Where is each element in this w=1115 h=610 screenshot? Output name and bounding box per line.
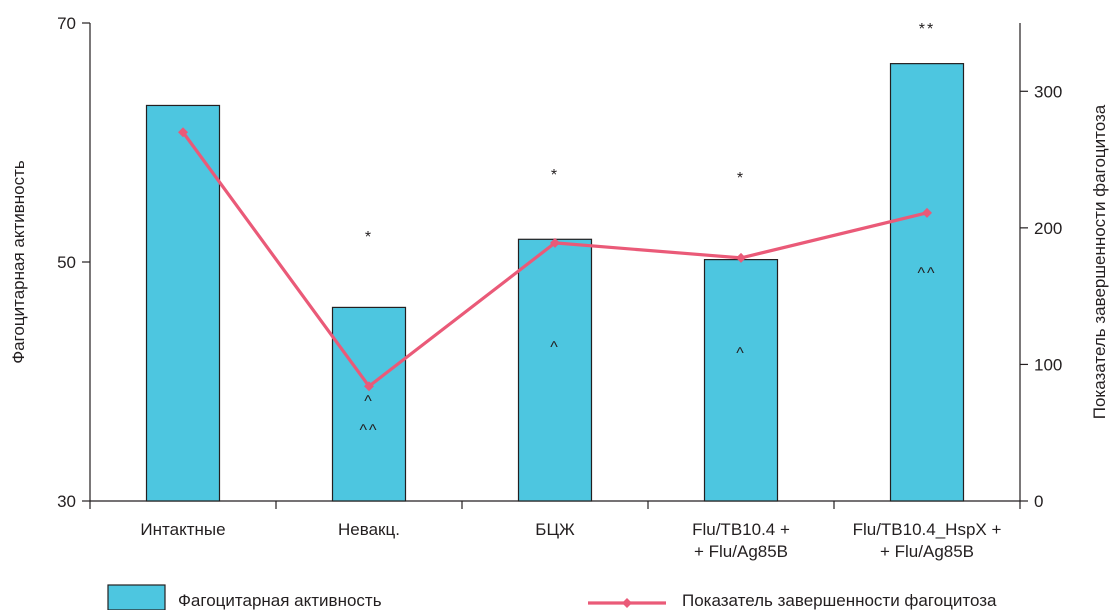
line-point: [178, 127, 188, 138]
completion-line: [178, 127, 932, 392]
legend-swatch-bars: [107, 584, 166, 610]
left-tick-label: 30: [57, 492, 76, 511]
category-label: + Flu/Ag85B: [880, 542, 974, 561]
category-label: + Flu/Ag85B: [694, 542, 788, 561]
labels: Интактные Невакц. БЦЖ Flu/TB10.4 + + Flu/Ag8…: [140, 21, 1001, 561]
right-tick-label: 0: [1034, 492, 1043, 511]
category-label: Flu/TB10.4 +: [692, 520, 790, 539]
bar: [145, 104, 221, 502]
left-axis-title: Фагоцитарная активность: [9, 160, 28, 364]
significance-mark: *: [551, 167, 559, 184]
right-axis-title: Показатель завершенности фагоцитоза: [1090, 104, 1109, 419]
line-point: [736, 252, 746, 263]
inner-mark: ^: [736, 345, 746, 362]
inner-mark: ^: [550, 339, 560, 356]
bar: [517, 238, 593, 502]
significance-mark: *: [737, 170, 745, 187]
bars: [145, 63, 965, 502]
right-tick-label: 200: [1034, 219, 1062, 238]
right-tick-label: 300: [1034, 82, 1062, 101]
significance-mark: **: [919, 21, 935, 38]
category-label: БЦЖ: [535, 520, 575, 539]
legend-label-line: Показатель завершенности фагоцитоза: [682, 591, 997, 610]
left-tick-label: 50: [57, 253, 76, 272]
bar: [889, 63, 965, 502]
axes: 30 50 70 0 100 200 300 Фагоцитарная активность П…: [9, 14, 1109, 511]
inner-mark: ^^: [359, 422, 378, 439]
category-label: Flu/TB10.4_HspX +: [853, 520, 1002, 539]
line-point: [550, 237, 560, 248]
inner-mark: ^: [364, 393, 374, 410]
bar: [331, 306, 407, 502]
line-point: [364, 381, 374, 392]
right-tick-label: 100: [1034, 355, 1062, 374]
left-tick-label: 70: [57, 14, 76, 33]
category-label: Невакц.: [338, 520, 400, 539]
legend-label-bars: Фагоцитарная активность: [178, 591, 382, 610]
category-label: Интактные: [140, 520, 225, 539]
legend-swatch-marker: [622, 598, 632, 608]
bar: [703, 259, 779, 502]
legend: Фагоцитарная активность Показатель заверш…: [107, 584, 997, 610]
inner-mark: ^^: [917, 265, 936, 282]
significance-mark: *: [365, 229, 373, 246]
line-point: [922, 207, 932, 218]
